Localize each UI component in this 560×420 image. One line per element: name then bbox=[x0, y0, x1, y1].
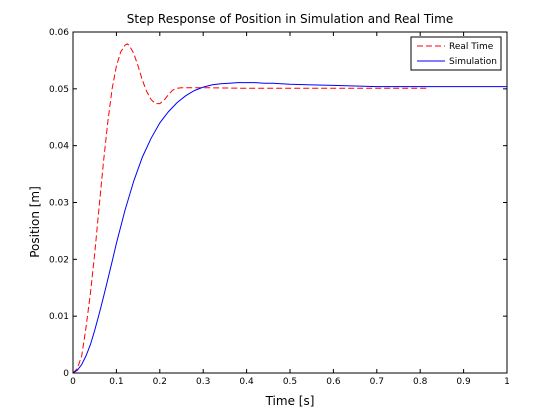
y-tick-label: 0.01 bbox=[49, 312, 69, 322]
chart-title: Step Response of Position in Simulation … bbox=[127, 12, 453, 26]
ticks-layer: 0 0.1 0.2 0.3 0.4 0.5 0.6 0.7 0.8 0.9 1 0 0.01 0.02 0.… bbox=[49, 28, 510, 387]
x-tick-label: 0.1 bbox=[109, 377, 123, 387]
x-tick-label: 0 bbox=[70, 377, 76, 387]
y-axis-label: Position [m] bbox=[28, 186, 42, 258]
legend-label: Real Time bbox=[449, 42, 494, 52]
y-tick-label: 0 bbox=[63, 369, 69, 379]
x-tick-label: 0.8 bbox=[413, 377, 428, 387]
series-line-real-time bbox=[72, 43, 429, 374]
x-tick-label: 1 bbox=[504, 377, 510, 387]
x-tick-label: 0.2 bbox=[153, 377, 167, 387]
y-tick-label: 0.04 bbox=[49, 142, 69, 152]
x-tick-label: 0.9 bbox=[456, 377, 471, 387]
plot-area: 0 0.1 0.2 0.3 0.4 0.5 0.6 0.7 0.8 0.9 1 0 0.01 0.02 0.… bbox=[49, 28, 510, 387]
x-tick-label: 0.5 bbox=[283, 377, 297, 387]
x-tick-label: 0.3 bbox=[196, 377, 210, 387]
x-tick-label: 0.4 bbox=[239, 377, 254, 387]
x-tick-label: 0.6 bbox=[326, 377, 341, 387]
x-axis-label: Time [s] bbox=[265, 394, 315, 408]
legend: Real Time Simulation bbox=[410, 36, 502, 71]
series-layer bbox=[72, 43, 507, 374]
y-tick-label: 0.03 bbox=[49, 199, 69, 209]
legend-label: Simulation bbox=[449, 57, 497, 67]
x-tick-label: 0.7 bbox=[370, 377, 384, 387]
plot-frame bbox=[72, 31, 508, 374]
y-tick-label: 0.06 bbox=[49, 28, 69, 38]
legend-box bbox=[410, 36, 502, 71]
series-line-simulation bbox=[72, 82, 507, 374]
y-tick-label: 0.05 bbox=[49, 85, 69, 95]
y-tick-label: 0.02 bbox=[49, 255, 69, 265]
